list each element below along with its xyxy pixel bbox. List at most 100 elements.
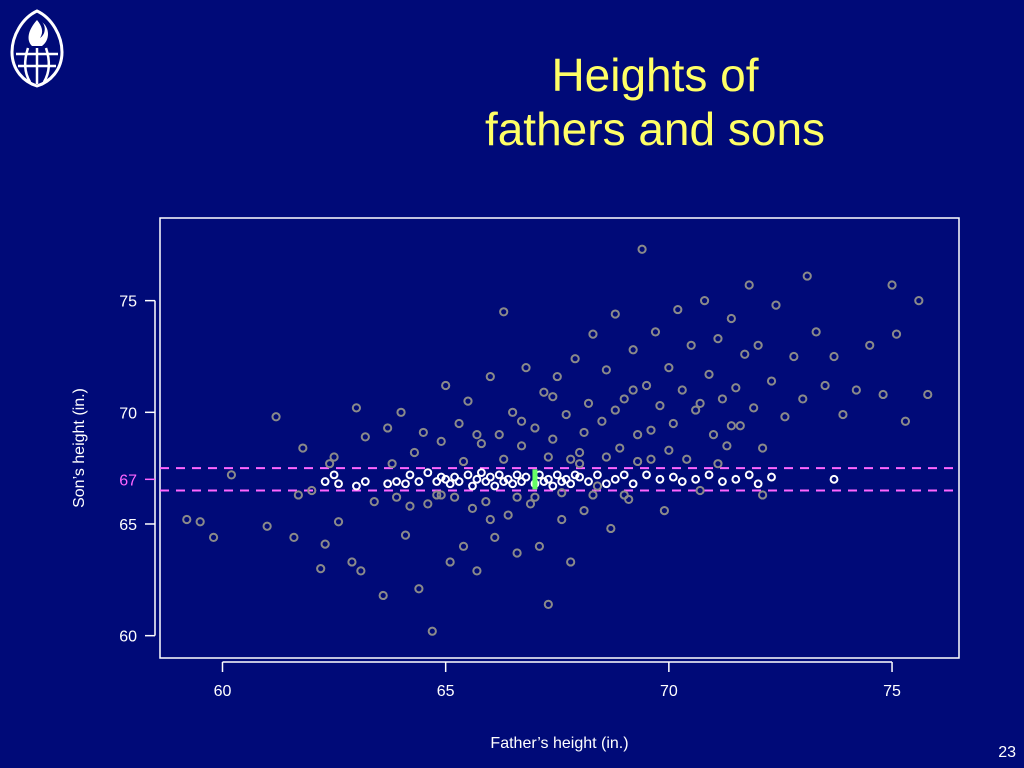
data-point bbox=[610, 309, 620, 319]
data-point bbox=[543, 599, 553, 609]
data-point bbox=[735, 421, 745, 431]
highlight-point bbox=[628, 479, 638, 489]
data-point bbox=[427, 626, 437, 636]
highlight-point bbox=[436, 472, 446, 482]
data-point bbox=[583, 398, 594, 408]
highlight-point bbox=[642, 470, 651, 480]
data-point bbox=[606, 523, 616, 534]
highlight-point bbox=[557, 477, 567, 486]
data-point bbox=[543, 452, 553, 462]
data-point bbox=[512, 548, 522, 558]
data-point bbox=[409, 447, 420, 458]
data-point bbox=[668, 418, 678, 429]
data-point bbox=[588, 329, 598, 339]
data-point bbox=[646, 425, 656, 435]
highlight-point bbox=[655, 474, 665, 484]
data-point bbox=[414, 584, 424, 594]
data-point bbox=[731, 383, 741, 393]
data-point bbox=[226, 470, 237, 480]
data-point bbox=[579, 427, 589, 438]
data-point bbox=[566, 454, 576, 464]
data-point bbox=[458, 541, 469, 551]
data-point bbox=[744, 280, 754, 290]
highlight-point bbox=[610, 474, 620, 484]
data-point bbox=[347, 557, 357, 567]
highlight-point bbox=[423, 468, 433, 478]
data-point bbox=[396, 407, 406, 417]
data-point bbox=[923, 389, 933, 400]
data-point bbox=[628, 345, 638, 355]
slide-title-line-2: fathers and sons bbox=[484, 103, 826, 155]
data-point bbox=[195, 517, 205, 527]
highlight-point bbox=[320, 477, 330, 486]
highlight-point bbox=[485, 472, 495, 482]
data-point bbox=[695, 485, 705, 496]
data-point bbox=[726, 313, 736, 324]
data-point bbox=[499, 307, 509, 317]
y-axis: 60 65 70 75 67 bbox=[119, 294, 156, 646]
data-point bbox=[851, 385, 861, 395]
data-point bbox=[619, 394, 629, 404]
highlight-point bbox=[566, 479, 576, 489]
highlight-points bbox=[320, 468, 839, 491]
highlight-point bbox=[414, 477, 424, 486]
data-point bbox=[476, 438, 486, 449]
data-point bbox=[208, 532, 219, 542]
highlight-point bbox=[481, 477, 491, 486]
highlight-point bbox=[360, 477, 370, 486]
x-tick-label: 65 bbox=[437, 683, 455, 700]
x-tick-label: 70 bbox=[660, 683, 678, 700]
y-tick-label: 70 bbox=[119, 405, 137, 422]
data-point bbox=[633, 456, 643, 467]
data-point bbox=[463, 396, 473, 406]
data-point bbox=[838, 409, 848, 420]
data-point bbox=[490, 532, 500, 542]
highlight-point bbox=[432, 477, 442, 486]
data-point bbox=[722, 441, 732, 451]
data-point bbox=[369, 497, 379, 507]
y-tick-label: 65 bbox=[119, 517, 137, 534]
highlight-point bbox=[392, 477, 401, 486]
data-point bbox=[351, 403, 362, 413]
highlight-point bbox=[543, 474, 553, 484]
data-point bbox=[798, 394, 808, 404]
highlight-point bbox=[691, 474, 701, 484]
highlight-point bbox=[718, 477, 727, 486]
data-point bbox=[485, 371, 495, 382]
data-point bbox=[914, 296, 924, 306]
highlight-point bbox=[499, 477, 509, 486]
data-point bbox=[293, 490, 303, 500]
data-point bbox=[432, 490, 442, 500]
data-point bbox=[356, 566, 366, 576]
data-point bbox=[360, 432, 370, 442]
data-point bbox=[717, 394, 728, 404]
highlight-point bbox=[767, 472, 776, 482]
highlight-point bbox=[744, 470, 754, 480]
data-point bbox=[686, 340, 696, 350]
data-point bbox=[561, 409, 571, 420]
highlight-point bbox=[468, 481, 477, 491]
x-tick-label: 60 bbox=[214, 683, 232, 700]
data-point bbox=[512, 492, 522, 502]
data-point bbox=[481, 497, 491, 507]
data-point bbox=[383, 423, 393, 433]
data-point bbox=[530, 423, 540, 433]
data-point bbox=[516, 441, 527, 451]
data-point bbox=[726, 421, 736, 431]
data-point bbox=[441, 380, 451, 391]
data-point bbox=[820, 380, 830, 391]
data-point bbox=[708, 430, 719, 440]
highlight-point bbox=[463, 470, 473, 480]
data-point bbox=[887, 280, 897, 290]
data-point bbox=[650, 327, 661, 337]
data-point bbox=[628, 385, 638, 395]
highlight-point bbox=[584, 477, 593, 486]
highlight-point bbox=[334, 479, 343, 489]
highlight-point bbox=[570, 470, 580, 480]
band-mean-marker bbox=[532, 469, 538, 490]
y-axis-label: Son’s height (in.) bbox=[71, 388, 88, 508]
highlight-point bbox=[731, 474, 741, 484]
data-point bbox=[320, 539, 330, 549]
data-point bbox=[713, 459, 723, 469]
